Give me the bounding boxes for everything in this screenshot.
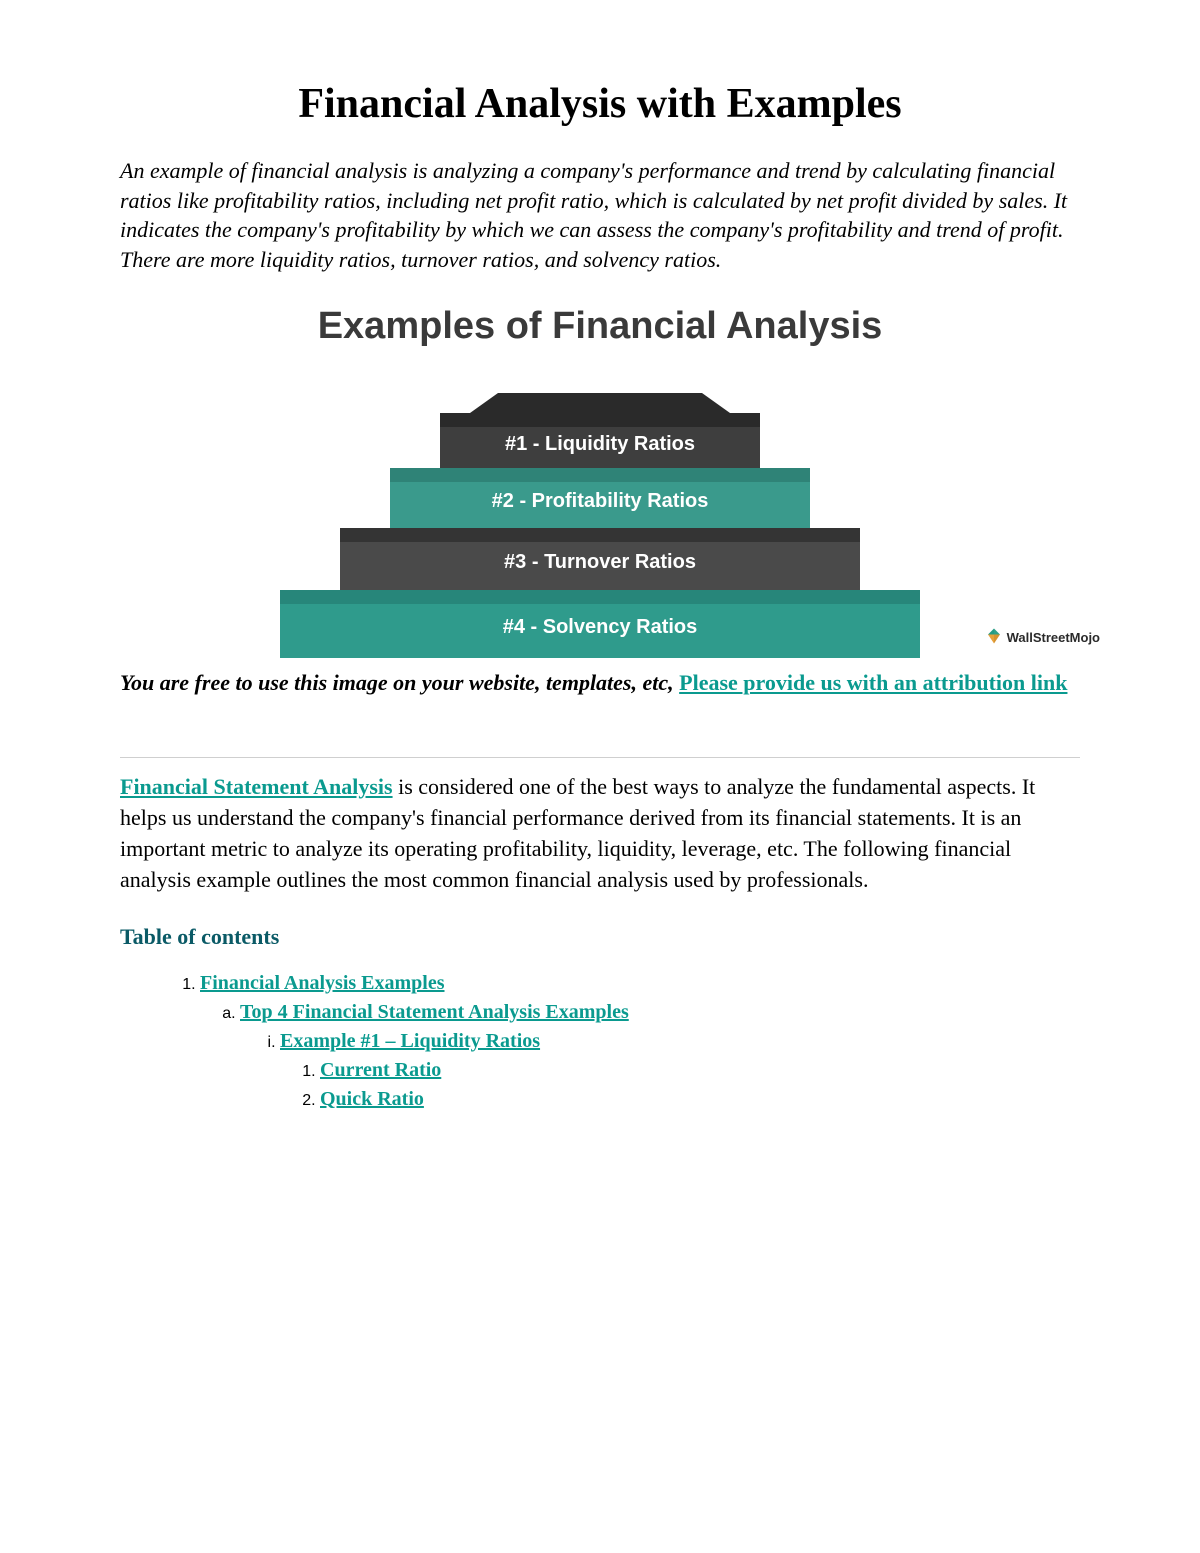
infographic-title: Examples of Financial Analysis <box>120 305 1080 348</box>
toc-link-top4[interactable]: Top 4 Financial Statement Analysis Examp… <box>240 1001 629 1023</box>
table-of-contents: Financial Analysis Examples Top 4 Financ… <box>120 972 1080 1111</box>
attribution-block: You are free to use this image on your w… <box>120 668 1080 698</box>
financial-statement-analysis-link[interactable]: Financial Statement Analysis <box>120 774 393 799</box>
pyramid-infographic: #1 - Liquidity Ratios #2 - Profitability … <box>260 393 940 658</box>
toc-item-level4: Current Ratio <box>320 1059 1080 1082</box>
pyramid-layer: #4 - Solvency Ratios <box>280 590 920 658</box>
toc-link-example1[interactable]: Example #1 – Liquidity Ratios <box>280 1030 540 1052</box>
wallstreetmojo-icon <box>985 627 1003 648</box>
pyramid-layer-top <box>390 468 810 482</box>
page-title: Financial Analysis with Examples <box>120 80 1080 128</box>
toc-link-quick-ratio[interactable]: Quick Ratio <box>320 1088 424 1110</box>
pyramid-layer-label: #4 - Solvency Ratios <box>503 608 698 639</box>
pyramid-layer-label: #3 - Turnover Ratios <box>504 543 696 574</box>
pyramid-layer-top <box>340 528 860 542</box>
pyramid-layer-top <box>280 590 920 604</box>
section-divider <box>120 757 1080 758</box>
toc-item-level4: Quick Ratio <box>320 1088 1080 1111</box>
toc-heading: Table of contents <box>120 924 1080 950</box>
watermark-text: WallStreetMojo <box>1007 630 1100 645</box>
toc-item-level1: Financial Analysis Examples Top 4 Financ… <box>200 972 1080 1111</box>
toc-item-level2: Top 4 Financial Statement Analysis Examp… <box>240 1001 1080 1111</box>
body-paragraph: Financial Statement Analysis is consider… <box>120 772 1080 895</box>
pyramid-layer-label: #1 - Liquidity Ratios <box>505 425 695 456</box>
attribution-link[interactable]: Please provide us with an attribution li… <box>679 670 1067 695</box>
pyramid-layer: #3 - Turnover Ratios <box>340 528 860 590</box>
toc-link-current-ratio[interactable]: Current Ratio <box>320 1059 441 1081</box>
attribution-lead-text: You are free to use this image on your w… <box>120 670 679 695</box>
pyramid-layer-label: #2 - Profitability Ratios <box>492 482 709 513</box>
pyramid-layer: #1 - Liquidity Ratios <box>440 413 760 468</box>
toc-link-financial-analysis-examples[interactable]: Financial Analysis Examples <box>200 972 445 994</box>
intro-paragraph: An example of financial analysis is anal… <box>120 156 1080 275</box>
watermark: WallStreetMojo <box>985 627 1100 648</box>
pyramid-cap <box>470 393 730 413</box>
toc-item-level3: Example #1 – Liquidity Ratios Current Ra… <box>280 1030 1080 1111</box>
pyramid-layer: #2 - Profitability Ratios <box>390 468 810 528</box>
